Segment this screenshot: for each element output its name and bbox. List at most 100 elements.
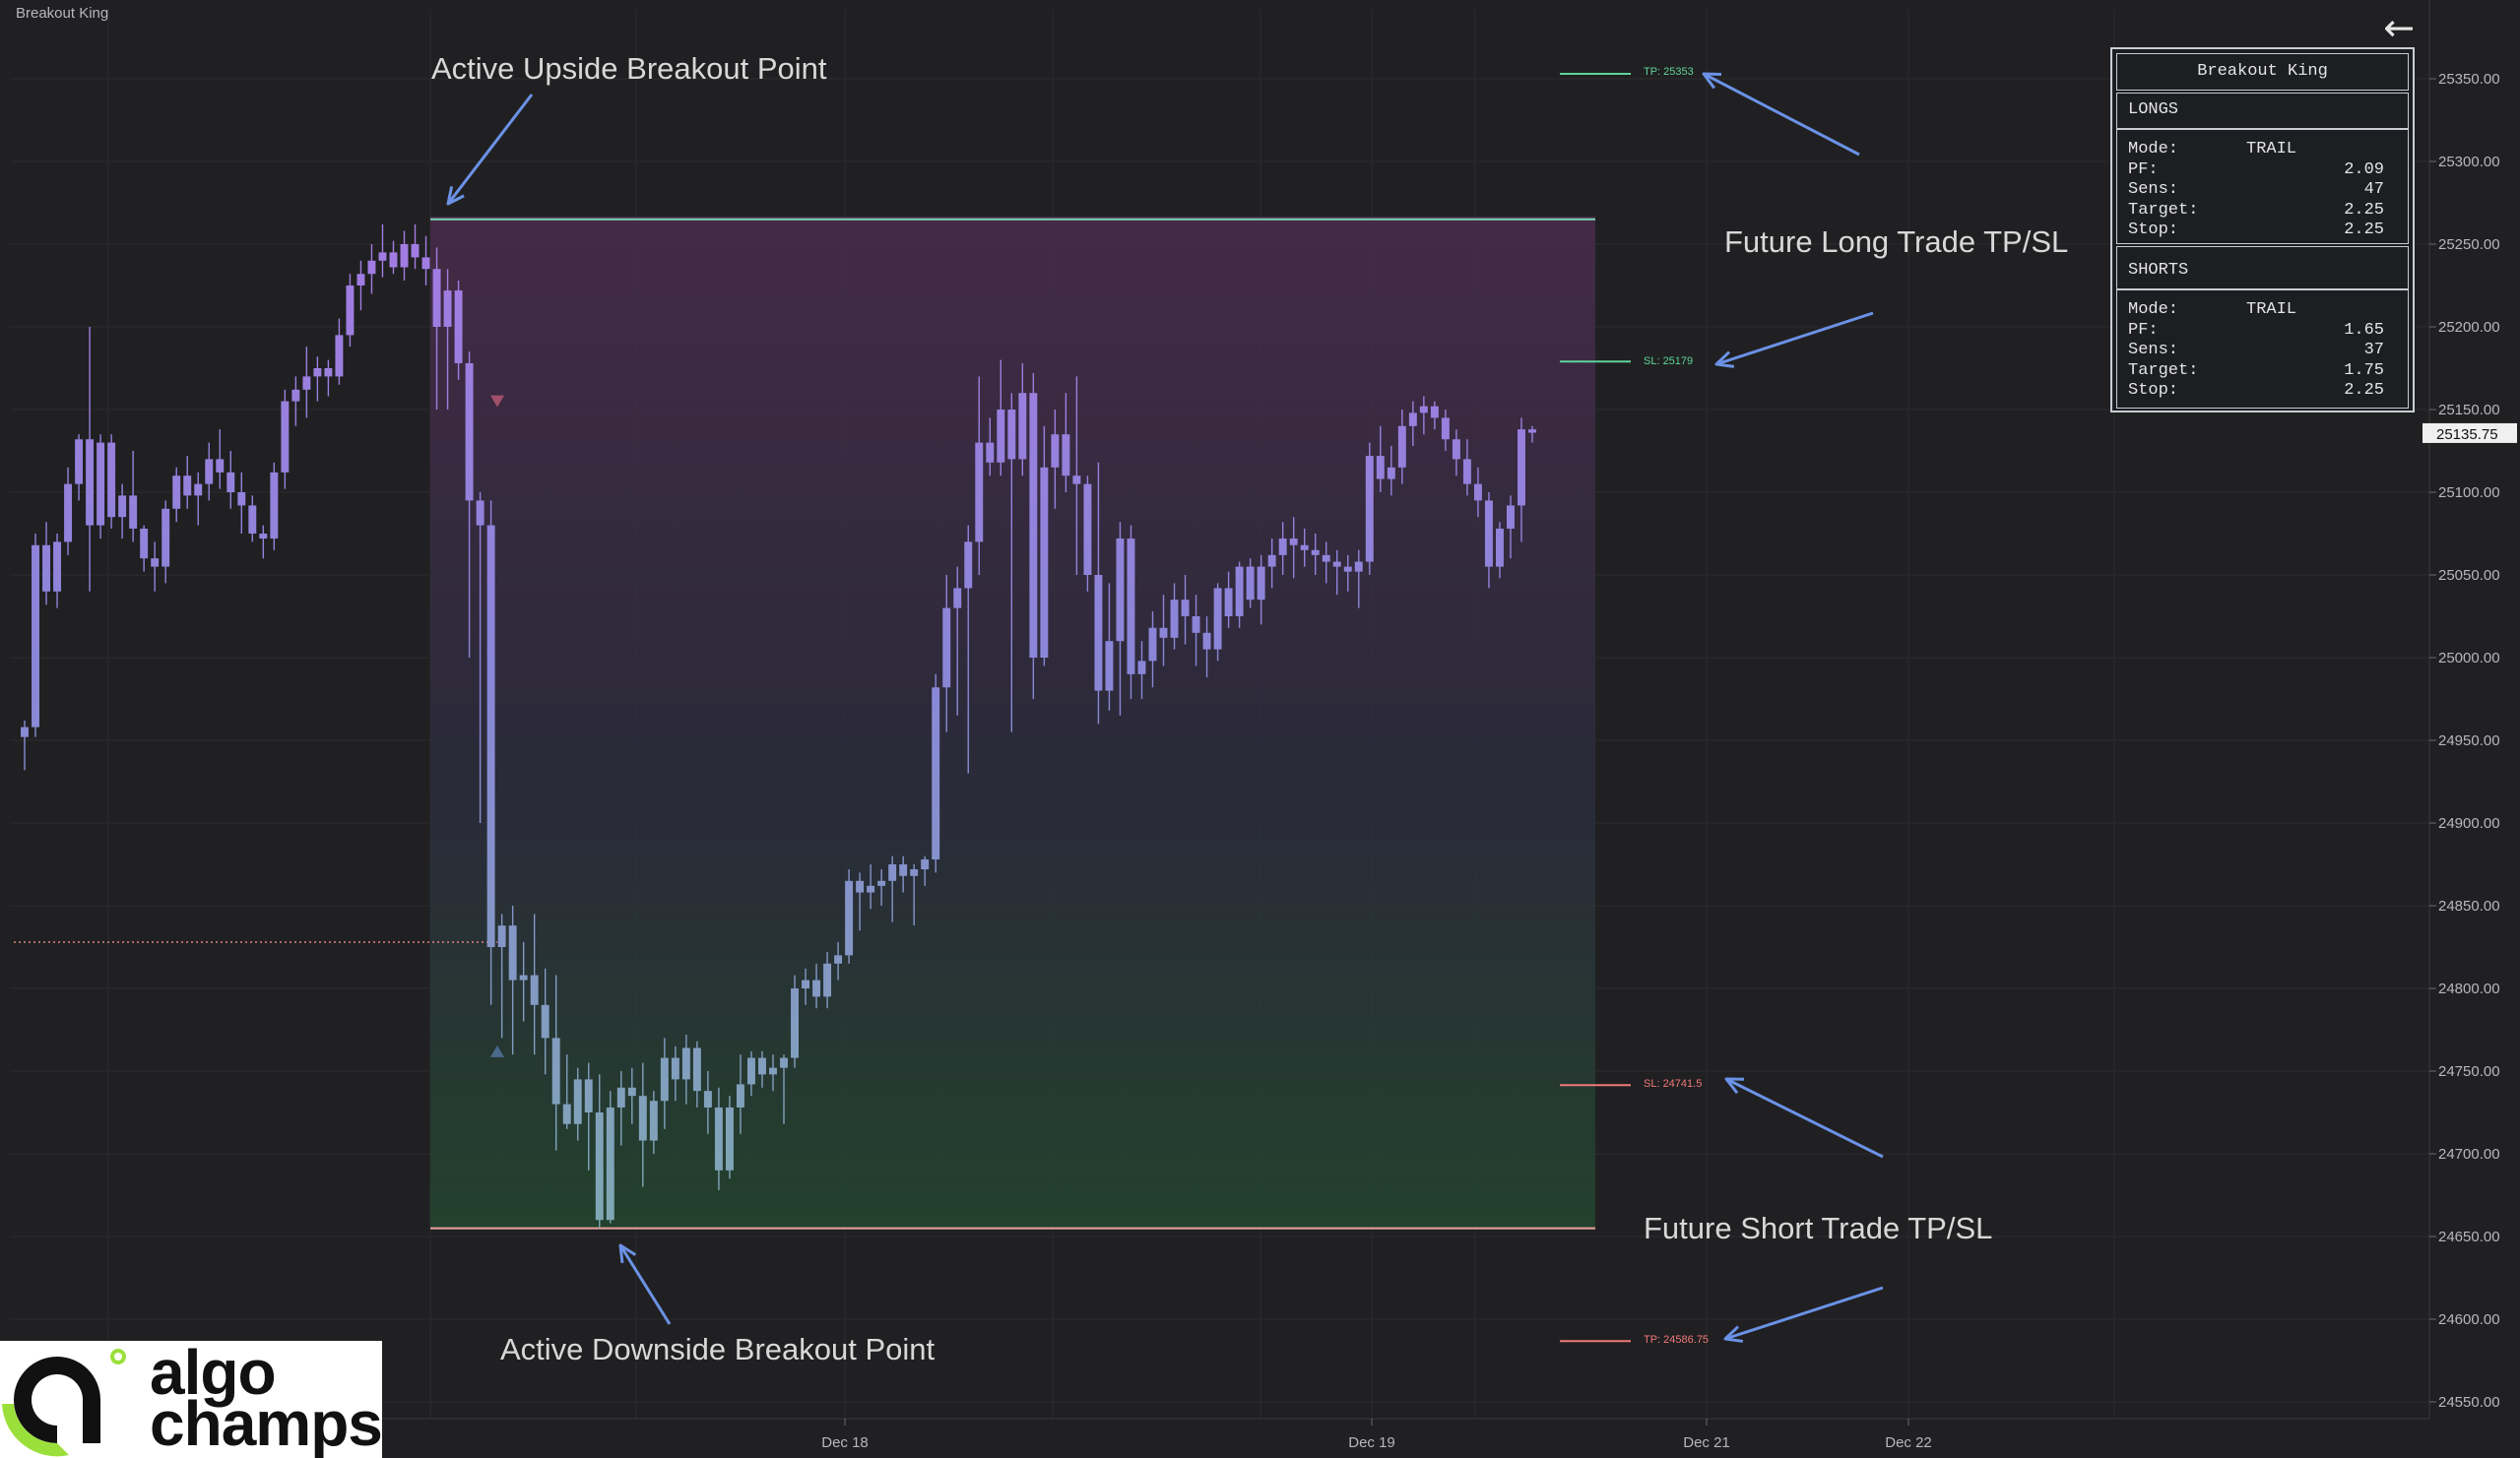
candle-body <box>1495 528 1504 567</box>
candle-body <box>692 1047 701 1092</box>
candle-body <box>400 244 409 268</box>
candle-body <box>1062 434 1070 476</box>
candle-body <box>1202 632 1211 650</box>
candle-body <box>335 335 344 377</box>
candle-body <box>791 988 799 1058</box>
longs-divider <box>2116 128 2409 130</box>
longs-value: 2.25 <box>2344 221 2384 239</box>
candle-body <box>519 975 528 981</box>
candle-body <box>1376 456 1385 479</box>
longs-section <box>2116 93 2409 244</box>
panel-title: Breakout King <box>2116 53 2409 91</box>
price-axis[interactable]: 25350.00 25300.00 25250.00 25200.00 25150.00… <box>0 0 2517 1420</box>
candle-body <box>1116 539 1125 642</box>
logo-line2: champs <box>150 1388 383 1458</box>
candle-body <box>107 442 116 518</box>
y-tick-label: 25250.00 <box>2438 236 2500 253</box>
candle-body <box>671 1057 679 1080</box>
short-sl-label: SL: 24741.5 <box>1644 1078 1703 1090</box>
candle-body <box>1007 410 1016 460</box>
x-tick-label: Dec 18 <box>821 1434 869 1451</box>
shorts-value: 1.75 <box>2344 360 2384 380</box>
candle-body <box>1235 566 1244 616</box>
long-sl-arrow-head <box>1714 350 1735 368</box>
annotation-arrows <box>446 72 1884 1343</box>
candle-body <box>834 955 843 964</box>
y-tick-label: 25100.00 <box>2438 484 2500 501</box>
candle-body <box>1083 483 1092 575</box>
shorts-value: 2.25 <box>2344 381 2384 400</box>
candle-body <box>736 1084 744 1108</box>
candle-body <box>1181 600 1190 616</box>
candle-body <box>270 472 279 539</box>
candle-body <box>32 544 39 728</box>
x-tick-label: Dec 22 <box>1885 1434 1932 1451</box>
longs-key: PF: <box>2128 159 2159 179</box>
shorts-section <box>2116 246 2409 409</box>
y-tick-label: 24950.00 <box>2438 732 2500 749</box>
candle-body <box>172 475 181 509</box>
candle-body <box>606 1107 614 1221</box>
candle-body <box>1473 483 1482 501</box>
candle-body <box>660 1057 669 1102</box>
candle-body <box>1127 539 1135 674</box>
candle-body <box>573 1079 582 1124</box>
short-sl-arrow-head <box>1724 1077 1745 1095</box>
last-price-badge <box>2423 422 2517 443</box>
algochamps-logo: algo champs <box>0 1341 383 1458</box>
candle-body <box>856 880 865 893</box>
algochamps-logo-icon <box>0 1341 128 1458</box>
candle-body <box>21 727 29 737</box>
candle-body <box>86 439 95 526</box>
candle-body <box>802 980 810 988</box>
signal-markers <box>490 395 504 1057</box>
candle-body <box>1137 661 1146 674</box>
shorts-key: Sens: <box>2128 341 2179 359</box>
candle-body <box>1441 417 1450 440</box>
candle-body <box>986 442 995 463</box>
candle-body <box>443 290 452 327</box>
y-tick-label: 24800.00 <box>2438 981 2500 997</box>
shorts-key: PF: <box>2128 320 2159 340</box>
candle-body <box>823 963 832 997</box>
candle-body <box>1018 393 1027 460</box>
candle-body <box>1397 425 1406 468</box>
downside-arrow-head <box>618 1243 637 1264</box>
candle-body <box>1051 434 1060 468</box>
candle-body <box>1354 561 1363 572</box>
candle-body <box>183 475 192 496</box>
time-axis[interactable]: Dec 18 Dec 19 Dec 21 Dec 22 <box>821 1419 1932 1451</box>
candle-body <box>780 1057 788 1068</box>
candle-body <box>877 880 886 886</box>
candle-body <box>1452 439 1460 460</box>
y-tick-label: 24700.00 <box>2438 1146 2500 1163</box>
candle-body <box>75 439 84 484</box>
candle-body <box>703 1091 712 1108</box>
y-tick-label: 25000.00 <box>2438 650 2500 666</box>
short-tp-arrow <box>1724 1286 1884 1341</box>
candle-body <box>53 541 62 592</box>
longs-value: 47 <box>2363 180 2384 199</box>
y-tick-label: 25350.00 <box>2438 71 2500 88</box>
candle-body <box>1462 459 1471 484</box>
candle-body <box>1484 500 1493 567</box>
candle-body <box>1040 467 1049 658</box>
candle-body <box>1257 566 1265 601</box>
downside-arrow <box>618 1244 672 1325</box>
candle-body <box>486 525 495 947</box>
stats-panel: Breakout King LONGS Mode: TRAIL PF: 2.09 Sen… <box>2110 47 2415 412</box>
candle-body <box>541 1004 549 1039</box>
candle-body <box>1170 600 1179 638</box>
y-tick-label: 25200.00 <box>2438 319 2500 336</box>
y-tick-label: 25150.00 <box>2438 402 2500 418</box>
y-tick-label: 24850.00 <box>2438 898 2500 915</box>
y-tick-label: 24750.00 <box>2438 1063 2500 1080</box>
shorts-value: 1.65 <box>2344 320 2384 340</box>
arrow-left-icon[interactable]: ← <box>2383 6 2415 49</box>
candle-body <box>921 858 930 870</box>
candle-body <box>356 274 365 285</box>
candle-body <box>964 541 973 589</box>
y-tick-label: 24650.00 <box>2438 1229 2500 1245</box>
shorts-key: Stop: <box>2128 381 2179 400</box>
